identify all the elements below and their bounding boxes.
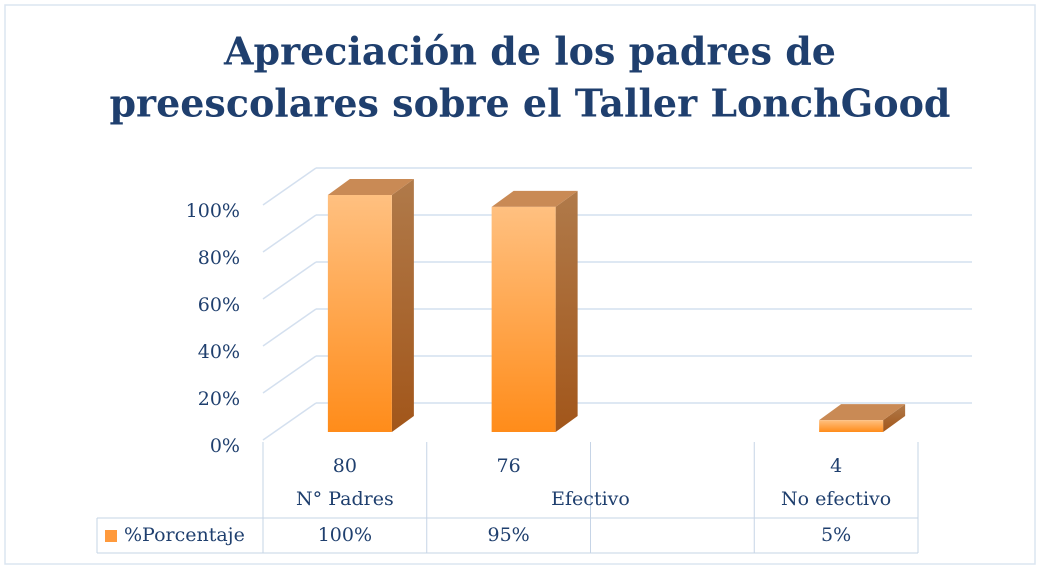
grid-line [262, 214, 317, 253]
grid-line [262, 261, 317, 300]
legend-label: %Porcentaje [124, 524, 245, 546]
bar-side [391, 179, 414, 432]
y-tick-label: 80% [198, 247, 240, 269]
grid-line [262, 355, 317, 394]
bar-top [491, 190, 578, 207]
count-label: 80 [333, 455, 357, 477]
bar [491, 206, 556, 432]
bar-top [819, 404, 906, 421]
count-label: 4 [830, 455, 842, 477]
chart-title: Apreciación de los padres de [223, 29, 836, 74]
grid-line [262, 402, 317, 441]
bar [819, 420, 884, 432]
bar-side [883, 404, 906, 432]
x-tick-label: No efectivo [781, 488, 891, 510]
legend-swatch [105, 530, 117, 542]
bar [327, 195, 392, 432]
count-label: 76 [497, 455, 521, 477]
chart-title: preescolares sobre el Taller LonchGood [109, 81, 950, 126]
bar-top [327, 179, 414, 195]
value-label: 5% [821, 524, 851, 546]
y-tick-label: 100% [186, 200, 240, 222]
grid-line [262, 308, 317, 347]
value-label: 100% [318, 524, 372, 546]
y-tick-label: 20% [198, 388, 240, 410]
bar-side [555, 190, 578, 432]
value-label: 95% [488, 524, 530, 546]
grid-line [262, 167, 317, 206]
x-tick-label: N° Padres [296, 488, 394, 510]
y-tick-label: 40% [198, 341, 240, 363]
x-tick-label: Efectivo [551, 488, 630, 510]
frame [4, 4, 1036, 565]
y-tick-label: 0% [210, 435, 240, 457]
y-tick-label: 60% [198, 294, 240, 316]
